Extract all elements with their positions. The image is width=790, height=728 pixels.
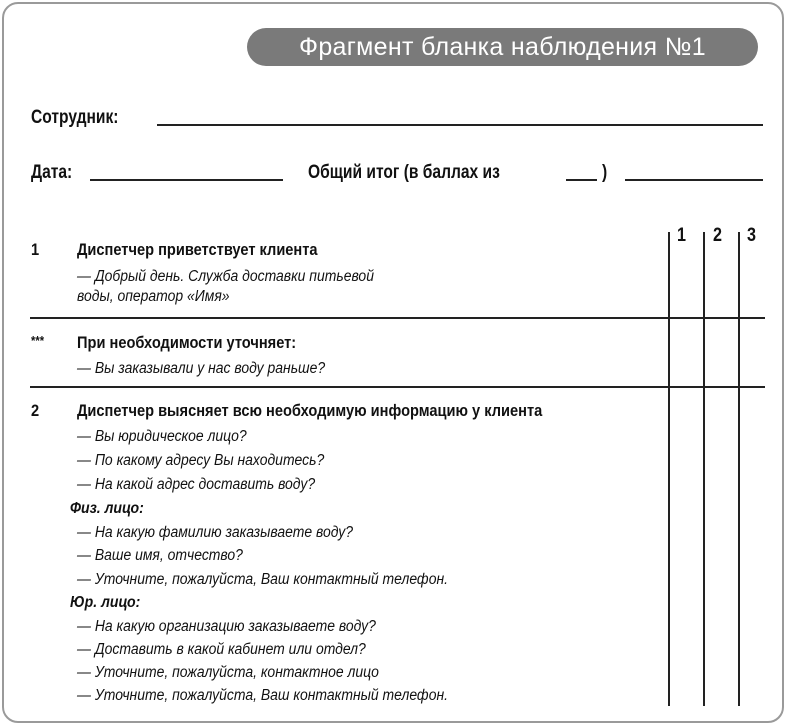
total-close-paren: ): [602, 162, 608, 183]
section-divider: [30, 317, 765, 319]
script-line: — Добрый день. Служба доставки питьевой: [77, 268, 374, 285]
script-line: — По какому адресу Вы находитесь?: [77, 452, 325, 469]
section-number: ***: [31, 333, 45, 348]
legal-entity-label: Юр. лицо:: [70, 594, 141, 611]
employee-label: Сотрудник:: [31, 107, 119, 128]
total-field-line[interactable]: [625, 179, 763, 181]
employee-field-line[interactable]: [157, 124, 763, 126]
date-label: Дата:: [31, 162, 73, 183]
script-line: — Вы юридическое лицо?: [77, 428, 247, 445]
script-line: — На какую фамилию заказываете воду?: [77, 524, 354, 541]
column-header-3: 3: [747, 225, 756, 246]
column-divider-1: [668, 232, 670, 706]
script-line: — Доставить в какой кабинет или отдел?: [77, 641, 366, 658]
script-line: — На какой адрес доставить воду?: [77, 476, 316, 493]
date-field-line[interactable]: [90, 179, 283, 181]
section-number: 2: [31, 401, 40, 420]
column-header-2: 2: [713, 225, 722, 246]
total-label: Общий итог (в баллах из: [308, 162, 500, 183]
form-title: Фрагмент бланка наблюдения №1: [247, 28, 758, 66]
section-heading: При необходимости уточняет:: [77, 333, 297, 352]
script-line: — Уточните, пожалуйста, контактное лицо: [77, 664, 379, 681]
section-number: 1: [31, 240, 40, 259]
column-divider-2: [703, 232, 705, 706]
max-points-field-line[interactable]: [566, 179, 597, 181]
physical-person-label: Физ. лицо:: [70, 500, 144, 517]
column-divider-3: [738, 232, 740, 706]
script-line: воды, оператор «Имя»: [77, 288, 230, 305]
script-line: — Уточните, пожалуйста, Ваш контактный т…: [77, 687, 449, 704]
section-heading: Диспетчер приветствует клиента: [77, 240, 318, 259]
script-line: — Ваше имя, отчество?: [77, 547, 243, 564]
column-header-1: 1: [677, 225, 686, 246]
section-heading: Диспетчер выясняет всю необходимую инфор…: [77, 401, 543, 420]
section-divider: [30, 386, 765, 388]
script-line: — Вы заказывали у нас воду раньше?: [77, 360, 326, 377]
script-line: — Уточните, пожалуйста, Ваш контактный т…: [77, 571, 449, 588]
script-line: — На какую организацию заказываете воду?: [77, 618, 376, 635]
